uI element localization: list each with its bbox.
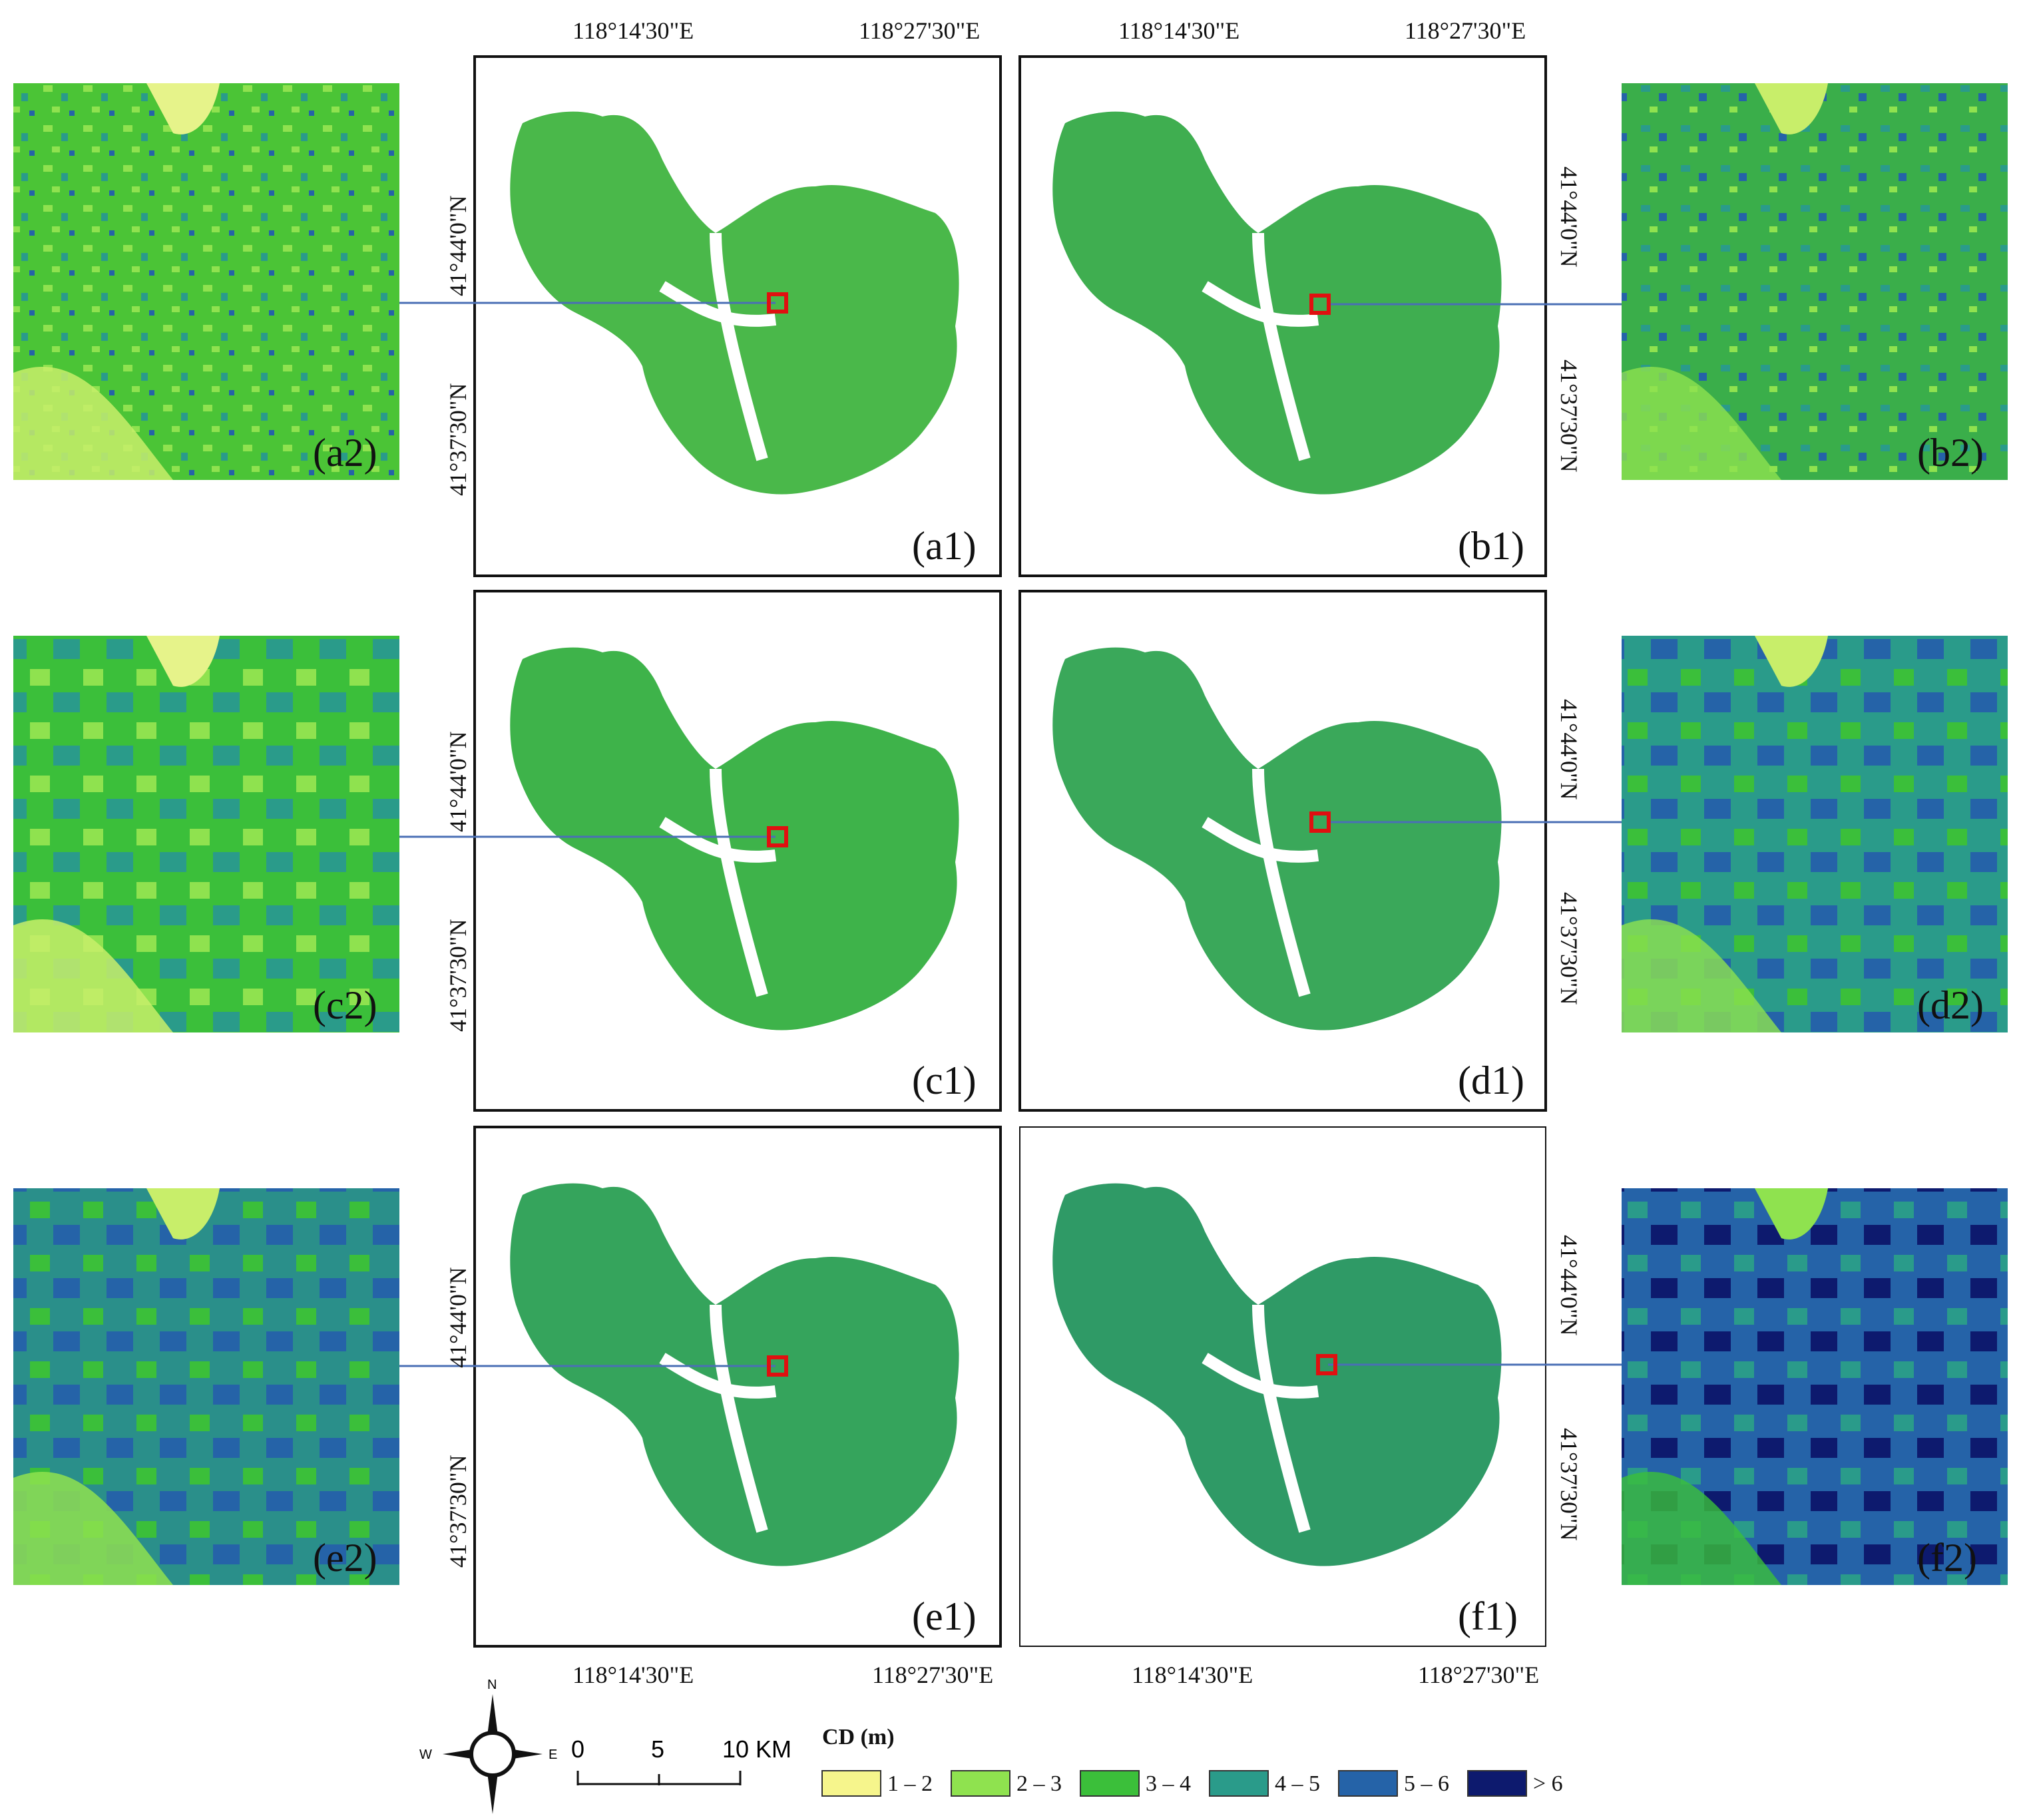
- map-label-d1: (d1): [1458, 1058, 1524, 1102]
- panel-a: (a2) (a1): [13, 55, 1002, 577]
- lat-label-upper-d: 41°44'0"N: [1556, 699, 1582, 800]
- compass-n: N: [487, 1678, 497, 1692]
- zoom-inset-a2: (a2): [13, 83, 399, 480]
- lat-label-upper-b: 41°44'0"N: [1556, 166, 1582, 268]
- compass-e: E: [549, 1747, 557, 1762]
- legend-swatch-2: [1080, 1770, 1140, 1797]
- legend-swatch-3: [1209, 1770, 1269, 1797]
- lat-label-upper-f: 41°44'0"N: [1556, 1235, 1582, 1336]
- legend-title: CD (m): [822, 1725, 895, 1749]
- lon-label-bottom-right-e: 118°27'30"E: [872, 1662, 993, 1688]
- scale-tick-0: 0: [571, 1735, 584, 1763]
- zoom-label-d2: (d2): [1917, 983, 1984, 1027]
- panel-e: (e2) (e1): [13, 1126, 1002, 1648]
- region-map-f1: [1052, 1183, 1502, 1566]
- compass-w: W: [419, 1747, 432, 1762]
- zoom-inset-c2: (c2): [13, 636, 399, 1032]
- legend-label-3: 4 – 5: [1275, 1771, 1320, 1796]
- legend-label-0: 1 – 2: [887, 1771, 933, 1796]
- region-map-d1: [1052, 647, 1502, 1030]
- legend-swatch-5: [1467, 1770, 1527, 1797]
- north-arrow-icon: N S E W: [419, 1678, 557, 1814]
- lat-label-upper-e: 41°44'0"N: [445, 1267, 471, 1368]
- map-label-e1: (e1): [912, 1594, 977, 1638]
- zoom-marker-c1: [767, 826, 788, 847]
- lat-label-lower-f: 41°37'30"N: [1556, 1428, 1582, 1541]
- legend-label-4: 5 – 6: [1404, 1771, 1449, 1796]
- zoom-inset-f2: (f2): [1622, 1188, 2008, 1585]
- lat-label-upper-a: 41°44'0"N: [445, 195, 471, 296]
- legend-label-2: 3 – 4: [1146, 1771, 1191, 1796]
- lon-label-bottom-right-f: 118°27'30"E: [1418, 1662, 1539, 1688]
- zoom-label-f2: (f2): [1917, 1536, 1977, 1580]
- legend-swatch-4: [1338, 1770, 1398, 1797]
- region-map-b1: [1052, 111, 1502, 495]
- zoom-marker-a1: [767, 292, 788, 314]
- zoom-label-b2: (b2): [1917, 431, 1984, 475]
- lon-label-top-left-a: 118°14'30"E: [572, 17, 694, 44]
- lat-label-upper-c: 41°44'0"N: [445, 731, 471, 832]
- scale-tick-5: 5: [651, 1735, 664, 1763]
- region-map-a1: [510, 111, 959, 495]
- legend-swatch-1: [951, 1770, 1010, 1797]
- lon-label-top-right-a: 118°27'30"E: [859, 17, 980, 44]
- zoom-inset-e2: (e2): [13, 1188, 399, 1585]
- lon-label-top-left-b: 118°14'30"E: [1118, 17, 1239, 44]
- panel-b: (b1) (b2): [1018, 55, 2008, 577]
- legend-swatch-0: [821, 1770, 881, 1797]
- coordinate-labels: 118°14'30"E 118°27'30"E 118°14'30"E 118°…: [445, 17, 1582, 1688]
- zoom-marker-b1: [1309, 294, 1331, 315]
- lon-label-bottom-left-f: 118°14'30"E: [1132, 1662, 1253, 1688]
- lat-label-lower-d: 41°37'30"N: [1556, 892, 1582, 1005]
- map-label-a1: (a1): [912, 524, 977, 568]
- map-label-c1: (c1): [912, 1058, 977, 1102]
- zoom-label-c2: (c2): [313, 983, 377, 1027]
- scale-tick-10: 10 KM: [722, 1735, 791, 1763]
- panel-f: (f1) (f2): [1019, 1126, 2008, 1647]
- lon-label-top-right-b: 118°27'30"E: [1405, 17, 1526, 44]
- zoom-inset-d2: (d2): [1622, 636, 2008, 1032]
- legend-label-5: > 6: [1533, 1771, 1563, 1796]
- zoom-marker-d1: [1309, 811, 1331, 833]
- map-label-f1: (f1): [1458, 1594, 1518, 1638]
- lon-label-bottom-left-e: 118°14'30"E: [572, 1662, 694, 1688]
- legend-label-1: 2 – 3: [1016, 1771, 1062, 1796]
- lat-label-lower-c: 41°37'30"N: [445, 919, 471, 1032]
- legend: CD (m) 1 – 2 2 – 3 3 – 4 4 – 5 5 – 6 > 6: [821, 1725, 1563, 1797]
- region-map-c1: [510, 647, 959, 1030]
- scale-bar: 0 5 10 KM: [571, 1735, 791, 1785]
- panel-d: (d1) (d2): [1018, 590, 2008, 1112]
- map-label-b1: (b1): [1458, 524, 1524, 568]
- panel-c: (c2) (c1): [13, 590, 1002, 1112]
- zoom-label-a2: (a2): [313, 431, 377, 475]
- lat-label-lower-e: 41°37'30"N: [445, 1455, 471, 1568]
- zoom-marker-f1: [1316, 1354, 1337, 1375]
- lat-label-lower-a: 41°37'30"N: [445, 383, 471, 496]
- lat-label-lower-b: 41°37'30"N: [1556, 359, 1582, 473]
- zoom-inset-b2: (b2): [1622, 83, 2008, 480]
- zoom-label-e2: (e2): [313, 1536, 377, 1580]
- zoom-marker-e1: [767, 1355, 788, 1377]
